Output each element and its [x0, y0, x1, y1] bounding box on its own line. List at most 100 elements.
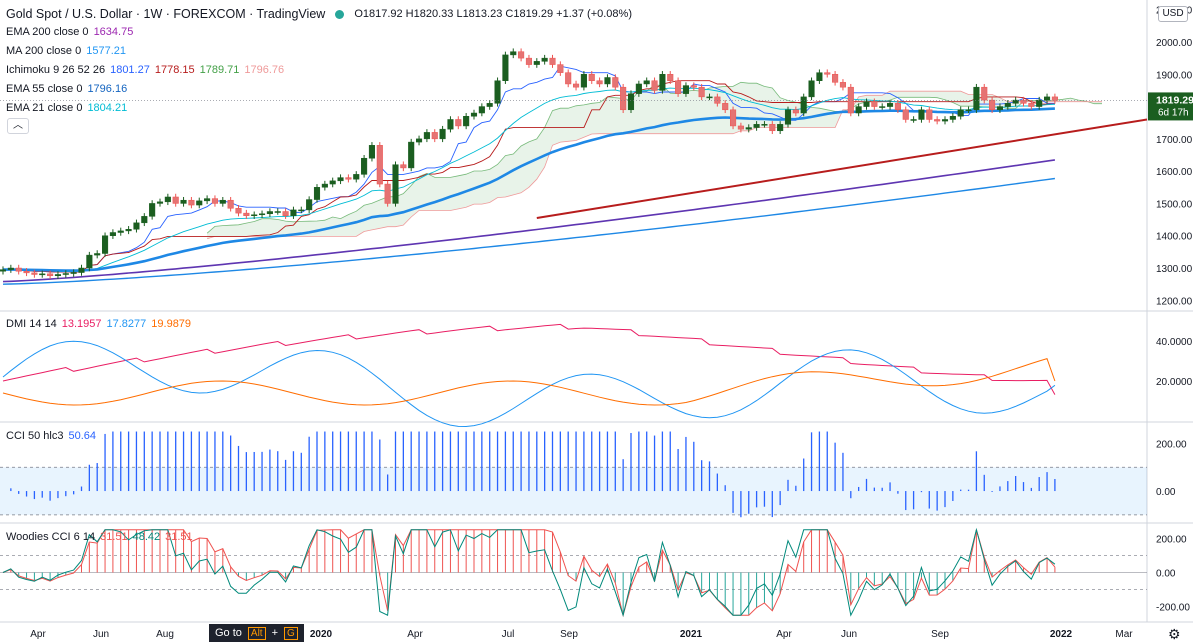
candle-body [243, 212, 250, 216]
collapse-legend-button[interactable]: ︿ [7, 118, 29, 134]
candle-body [777, 124, 784, 132]
candle-body [525, 57, 533, 65]
candle-body [86, 254, 93, 269]
indicator-value: 1801.27 [110, 64, 150, 76]
indicator-value: 1634.75 [93, 26, 134, 38]
woodies-legend[interactable]: Woodies CCI 6 14 31.51 48.42 31.51 [6, 531, 193, 543]
candle-body [251, 214, 258, 216]
candle-body [722, 103, 729, 111]
time-axis-label: Jun [841, 629, 857, 640]
candle-body [635, 83, 642, 94]
candle-body [282, 211, 289, 216]
candle-body [54, 274, 62, 277]
time-axis-label: Apr [407, 629, 423, 640]
dmi-legend-name: DMI 14 14 [6, 318, 57, 330]
indicator-name: EMA 55 close 0 [6, 83, 83, 95]
key-alt: Alt [247, 626, 266, 640]
indicator-label[interactable]: EMA 200 close 0 1634.75 [6, 26, 133, 38]
candle-body [737, 125, 744, 130]
price-tag-box [1148, 92, 1193, 121]
candle-body [580, 74, 587, 88]
candle-body [0, 269, 7, 272]
candle-body [871, 101, 878, 107]
cci-band [0, 467, 1147, 515]
candle-body [337, 177, 344, 182]
trendline [536, 118, 1148, 219]
gear-icon[interactable]: ⚙ [1168, 626, 1181, 642]
symbol-title[interactable]: Gold Spot / U.S. Dollar · 1W · FOREXCOM … [6, 7, 326, 21]
candle-body [510, 51, 517, 56]
goto-date-button[interactable]: Go to Alt + G [209, 624, 304, 642]
candle-body [816, 72, 823, 81]
candle-body [196, 200, 203, 206]
indicator-label[interactable]: EMA 55 close 0 1796.16 [6, 83, 127, 95]
chart-header: Gold Spot / U.S. Dollar · 1W · FOREXCOM … [6, 5, 632, 23]
currency-button[interactable]: USD [1158, 6, 1188, 22]
indicator-name: EMA 21 close 0 [6, 102, 83, 114]
candle-body [361, 157, 368, 175]
candle-body [156, 201, 164, 204]
indicator-name: EMA 200 close 0 [6, 26, 89, 38]
candle-body [368, 145, 375, 159]
indicator-label[interactable]: MA 200 close 0 1577.21 [6, 45, 126, 57]
price-tag-value: 1819.29 [1156, 94, 1193, 106]
indicator-label[interactable]: EMA 21 close 0 1804.21 [6, 102, 127, 114]
dmi-adx-line [2, 323, 1056, 395]
candle-body [832, 74, 839, 83]
indicator-label[interactable]: Ichimoku 9 26 52 26 1801.27 1778.15 1789.71… [6, 64, 284, 76]
time-axis-label: Mar [1115, 629, 1133, 640]
time-axis-label: 2021 [680, 629, 703, 640]
dmi-legend-value: 19.9879 [151, 318, 192, 330]
candle-body [94, 253, 101, 256]
candle-body [839, 82, 847, 88]
candle-body [219, 199, 226, 204]
price-tick-label: 1600.00 [1156, 167, 1193, 178]
price-tick-label: 2000.00 [1156, 38, 1193, 49]
dmi-legend[interactable]: DMI 14 14 13.1957 17.8277 19.9879 [6, 318, 191, 330]
ohlc-readout: O1817.92 H1820.33 L1813.23 C1819.29 +1.3… [354, 8, 632, 20]
dmi-minus-line [2, 357, 1056, 406]
candle-body [879, 106, 886, 108]
cci-legend-name: CCI 50 hlc3 [6, 430, 64, 442]
time-axis-label: Jul [502, 629, 515, 640]
candle-body [1028, 103, 1035, 107]
candle-body [784, 109, 792, 125]
candle-body [800, 96, 807, 114]
candle-body [957, 109, 964, 117]
candle-body [643, 80, 650, 85]
cci-legend[interactable]: CCI 50 hlc3 50.64 [6, 430, 96, 442]
candle-body [188, 199, 195, 206]
candle-body [494, 80, 501, 104]
woodies-turbo-line [2, 527, 1056, 618]
ema-55-line [3, 107, 1055, 272]
indicator-value: 1778.15 [154, 64, 195, 76]
candle-body [15, 267, 22, 272]
candle-body [329, 180, 336, 185]
candle-body [117, 230, 124, 233]
indicator-name: Ichimoku 9 26 52 26 [6, 64, 106, 76]
candle-body [1036, 99, 1043, 107]
indicator-value: 1796.76 [244, 64, 285, 76]
candle-body [31, 272, 38, 275]
candle-body [313, 187, 321, 200]
ema-21-line [2, 87, 1055, 273]
candle-body [204, 198, 211, 202]
candle-body [345, 177, 352, 180]
candle-body [1004, 103, 1011, 107]
candle-body [996, 106, 1004, 111]
key-g: G [284, 626, 298, 640]
candle-body [102, 235, 109, 254]
candle-body [612, 77, 619, 88]
candle-body [698, 86, 705, 98]
candle-body [620, 86, 627, 111]
candle-body [400, 164, 407, 169]
candle-body [565, 72, 572, 85]
candle-body [690, 85, 697, 88]
key-plus: + [271, 627, 279, 639]
woodies-legend-value: 48.42 [132, 531, 161, 543]
candle-body [902, 109, 909, 120]
candle-body [824, 72, 831, 75]
candle-body [62, 273, 69, 275]
candle-body [894, 103, 901, 111]
